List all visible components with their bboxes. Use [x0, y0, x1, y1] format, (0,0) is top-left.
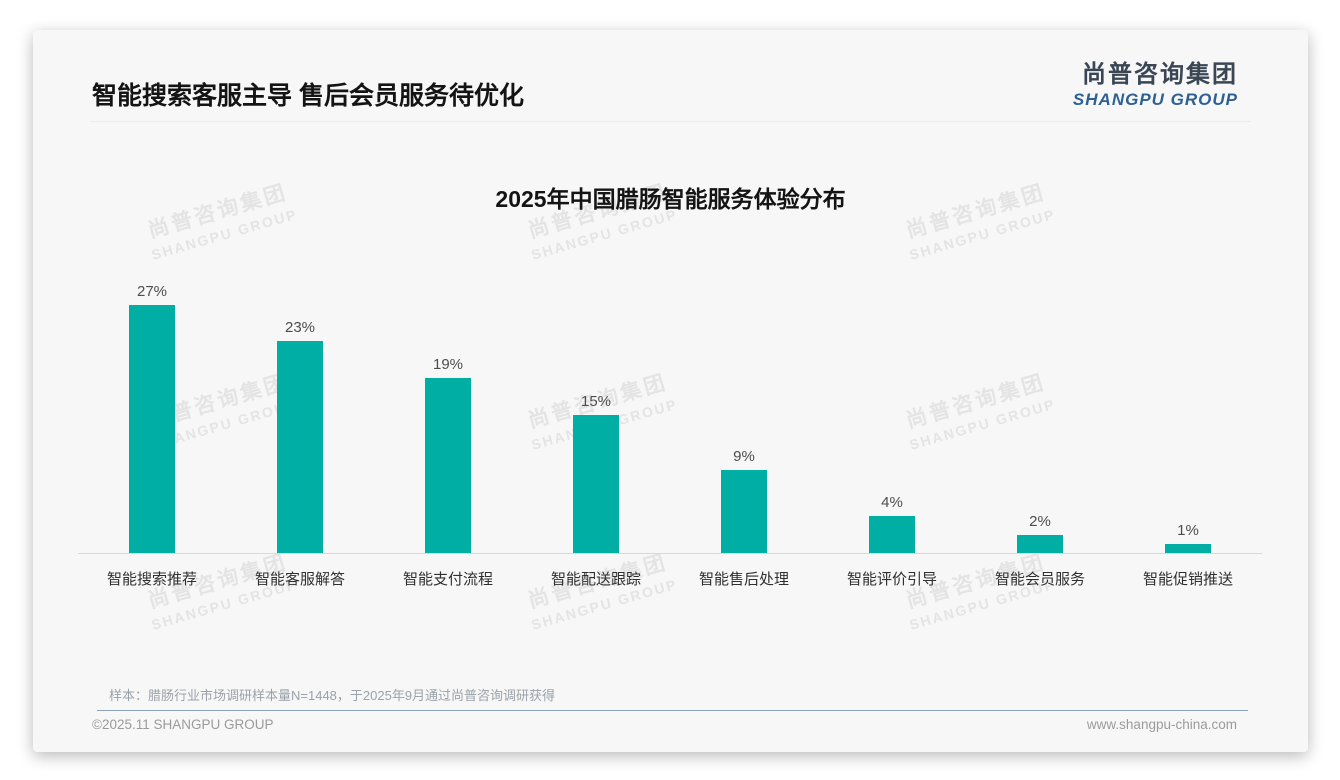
bar-category-label: 智能支付流程 [402, 571, 493, 588]
footer-copyright: ©2025.11 SHANGPU GROUP [92, 717, 274, 732]
bar [1165, 543, 1211, 553]
footer: ©2025.11 SHANGPU GROUP www.shangpu-china… [33, 717, 1308, 732]
bar-column: 23% [226, 243, 374, 553]
sample-note: 样本：腊肠行业市场调研样本量N=1448，于2025年9月通过尚普咨询调研获得 [109, 688, 556, 703]
bar-column: 27% [78, 243, 226, 553]
bar-category-label: 智能售后处理 [698, 571, 789, 588]
bar-value-label: 9% [733, 448, 755, 466]
bar [573, 415, 619, 553]
bar [129, 304, 175, 553]
footer-divider [97, 710, 1248, 711]
bar-value-label: 2% [1029, 512, 1051, 530]
bar-category-label: 智能评价引导 [846, 571, 937, 588]
bar-value-label: 4% [881, 494, 903, 512]
bar-category-label: 智能促销推送 [1142, 571, 1233, 588]
bar [721, 470, 767, 553]
bar-column: 19% [374, 243, 522, 553]
bar [425, 378, 471, 553]
bar-category-label: 智能搜索推荐 [106, 571, 197, 588]
footer-website: www.shangpu-china.com [1086, 717, 1237, 732]
bar-column: 9% [670, 243, 818, 553]
bar-chart-plot: 27% 23% 19% 15% 9% 4% 2% 1% [78, 243, 1262, 554]
header-divider [90, 121, 1251, 122]
slide-card: 尚普咨询集团 SHANGPU GROUP 尚普咨询集团 SHANGPU GROUP 尚普… [33, 30, 1308, 752]
bar-value-label: 27% [136, 282, 168, 300]
bar [1017, 534, 1063, 553]
bar-column: 1% [1114, 243, 1262, 553]
bar-column: 15% [522, 243, 670, 553]
bar-column: 4% [818, 243, 966, 553]
logo-en-text: SHANGPU GROUP [1072, 90, 1238, 109]
page-title: 智能搜索客服主导 售后会员服务待优化 [92, 82, 524, 110]
chart-title: 2025年中国腊肠智能服务体验分布 [495, 186, 846, 212]
bar-value-label: 19% [432, 356, 464, 374]
bar-value-label: 23% [284, 319, 316, 337]
bar [277, 341, 323, 553]
bar-category-label: 智能配送跟踪 [550, 571, 641, 588]
bar [869, 516, 915, 553]
bar-category-label: 智能客服解答 [254, 571, 345, 588]
bar-category-label: 智能会员服务 [994, 571, 1085, 588]
bar-value-label: 15% [580, 393, 612, 410]
bar-value-label: 1% [1177, 521, 1199, 539]
category-axis-labels: 智能搜索推荐 智能客服解答 智能支付流程 智能配送跟踪 智能售后处理 智能评价引导 智能会员… [78, 568, 1262, 589]
company-logo: 尚普咨询集团 SHANGPU GROUP [1073, 54, 1238, 110]
bar-column: 2% [966, 243, 1114, 553]
logo-cn-text: 尚普咨询集团 [1082, 61, 1238, 88]
